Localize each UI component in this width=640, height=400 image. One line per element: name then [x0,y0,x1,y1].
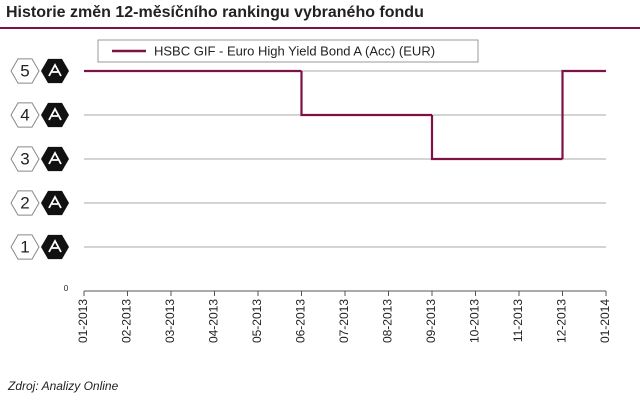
x-tick-label: 01-2014 [598,299,612,343]
legend-label: HSBC GIF - Euro High Yield Bond A (Acc) … [154,43,435,58]
x-tick-label: 05-2013 [250,299,264,343]
rank-badge-glyph [48,239,62,253]
source-note: Zdroj: Analizy Online [7,379,119,393]
rank-hex [10,190,40,216]
rank-badge-glyph [48,63,62,77]
x-tick-label: 03-2013 [163,299,177,343]
line-step [430,115,476,161]
rank-badge [41,190,69,216]
y-tick-label: 2 [20,193,29,212]
chart-title: Historie změn 12-měsíčního rankingu vybr… [6,4,424,21]
y-tick-label: 1 [20,237,29,256]
x-tick-label: 08-2013 [381,299,395,343]
rank-hex [10,234,40,260]
x-tick-label: 04-2013 [207,299,221,343]
x-tick-label: 11-2013 [511,299,525,342]
x-tick-label: 07-2013 [337,299,351,343]
line-step [561,69,606,159]
x-tick-label: 06-2013 [294,299,308,343]
rank-badge [41,58,69,84]
y-tick-label: 4 [20,105,29,124]
x-tick-label: 10-2013 [468,299,482,343]
y-tick-label: 3 [20,149,29,168]
y-tick-label: 0 [64,284,69,293]
y-tick-label: 5 [20,61,29,80]
legend-box [97,39,479,63]
x-tick-label: 01-2013 [76,299,90,343]
x-tick-label: 09-2013 [424,299,438,343]
rank-hex [10,102,40,128]
x-tick-label: 02-2013 [120,299,134,343]
rank-badge [41,146,69,172]
rank-badge [41,234,69,260]
x-tick-label: 12-2013 [555,299,569,343]
rank-hex [10,58,40,84]
rank-hex [10,146,40,172]
rank-badge-glyph [48,195,62,209]
line-step [300,71,345,117]
rank-badge-glyph [48,151,62,165]
rank-badge [41,102,69,128]
rank-badge-glyph [48,107,62,121]
